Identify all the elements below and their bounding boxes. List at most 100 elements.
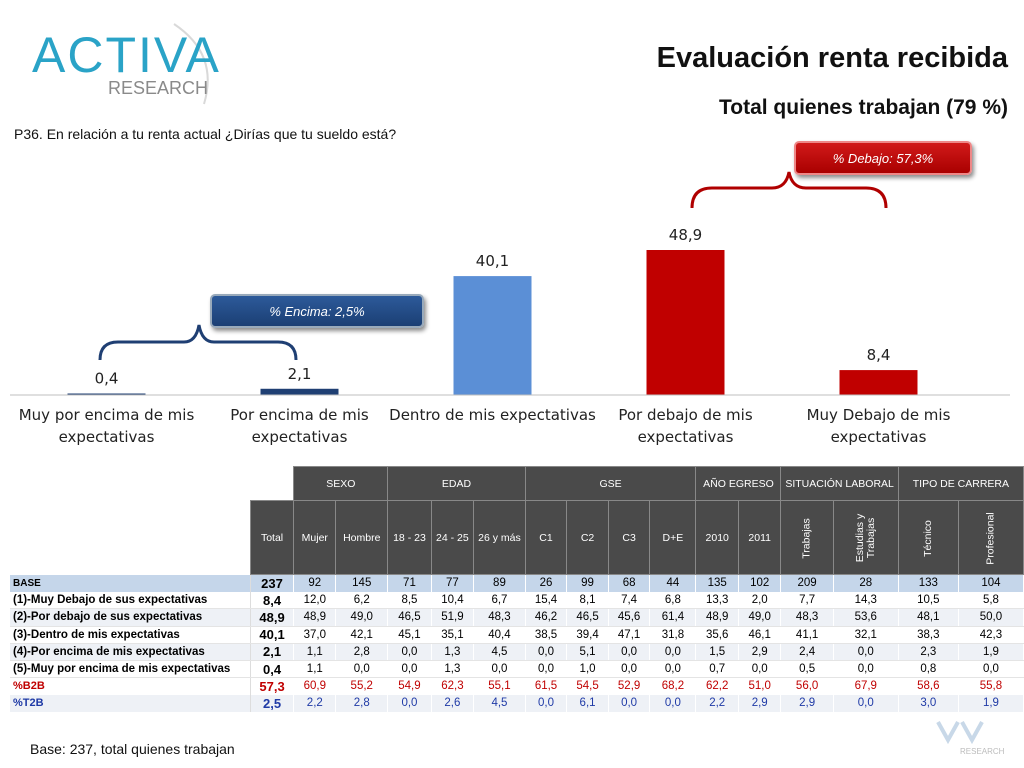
table-cell: 62,3 xyxy=(431,677,475,695)
bar-4 xyxy=(646,250,725,395)
group-header-5: SITUACIÓN LABORAL xyxy=(780,466,899,501)
table-cell: 6,1 xyxy=(566,694,609,712)
total-cell: 57,3 xyxy=(250,677,295,695)
table-cell: 32,1 xyxy=(833,626,899,644)
table-cell: 35,1 xyxy=(431,626,475,644)
table-cell: 6,2 xyxy=(335,591,389,610)
column-header-text-13: Trabajas xyxy=(800,517,813,559)
table-cell: 31,8 xyxy=(649,626,697,644)
table-cell: 41,1 xyxy=(780,626,834,644)
page-subtitle: Total quienes trabajan (79 %) xyxy=(718,96,1008,119)
table-cell: 48,3 xyxy=(473,608,526,627)
total-cell: 2,1 xyxy=(250,643,295,661)
group-header-3: GSE xyxy=(524,466,697,501)
table-cell: 1,0 xyxy=(566,660,609,679)
table-cell: 56,0 xyxy=(780,677,834,695)
table-cell: 58,6 xyxy=(898,677,959,695)
table-row: (3)-Dentro de mis expectativas 40,1 37,0 42… xyxy=(10,626,1024,644)
column-header-text-16: Profesional xyxy=(984,511,997,565)
logo-sub-text: RESEARCH xyxy=(108,78,208,98)
header-blank-cell-2 xyxy=(10,500,251,575)
activa-research-logo: ACTIVA RESEARCH xyxy=(32,23,221,105)
header-blank-cell xyxy=(10,466,251,501)
table-cell: 48,9 xyxy=(293,608,337,627)
row-label: %B2B xyxy=(10,677,251,695)
table-cell: 2,4 xyxy=(780,643,834,661)
table-cell: 37,0 xyxy=(293,626,337,644)
table-cell: 49,0 xyxy=(335,608,389,627)
category-label-5-line-1: Muy Debajo de mis xyxy=(807,406,951,424)
table-cell: 47,1 xyxy=(608,626,651,644)
column-header-10: D+E xyxy=(649,500,697,575)
bar-2 xyxy=(260,388,339,395)
column-header-6: 26 y más xyxy=(473,500,526,575)
table-cell: 10,5 xyxy=(898,591,959,610)
table-cell: 55,1 xyxy=(473,677,526,695)
row-label: BASE xyxy=(10,574,251,592)
table-cell: 145 xyxy=(335,574,389,592)
column-header-14: Estudias y Trabajas xyxy=(832,500,899,575)
table-cell: 35,6 xyxy=(695,626,739,644)
total-cell: 2,5 xyxy=(250,694,295,712)
table-cell: 51,0 xyxy=(738,677,782,695)
table-cell: 0,0 xyxy=(833,660,899,679)
total-cell: 0,4 xyxy=(250,660,295,679)
table-cell: 38,3 xyxy=(898,626,959,644)
column-header-13: Trabajas xyxy=(780,500,834,575)
table-cell: 61,4 xyxy=(649,608,697,627)
table-cell: 46,5 xyxy=(566,608,609,627)
base-note: Base: 237, total quienes trabajan xyxy=(30,741,235,757)
table-group-header-row: SEXO EDAD GSE AÑO EGRESO SITUACIÓN LABORAL TI… xyxy=(10,466,1024,501)
table-cell: 0,0 xyxy=(608,643,651,661)
table-cell: 46,5 xyxy=(387,608,432,627)
column-header-8: C2 xyxy=(566,500,609,575)
logo-main-text: ACTIVA xyxy=(32,27,221,83)
table-cell: 0,0 xyxy=(387,643,432,661)
table-cell: 2,6 xyxy=(431,694,475,712)
column-header-3: Hombre xyxy=(335,500,389,575)
table-cell: 5,1 xyxy=(566,643,609,661)
table-cell: 2,8 xyxy=(335,643,389,661)
table-cell: 38,5 xyxy=(525,626,568,644)
table-cell: 0,0 xyxy=(833,694,899,712)
total-cell: 8,4 xyxy=(250,591,295,610)
total-cell: 237 xyxy=(250,574,295,592)
table-cell: 67,9 xyxy=(833,677,899,695)
table-cell: 0,0 xyxy=(525,643,568,661)
table-cell: 2,0 xyxy=(738,591,782,610)
table-cell: 92 xyxy=(293,574,337,592)
row-label: (4)-Por encima de mis expectativas xyxy=(10,643,251,661)
table-cell: 55,8 xyxy=(958,677,1024,695)
table-cell: 99 xyxy=(566,574,609,592)
table-cell: 0,0 xyxy=(738,660,782,679)
category-label-1-line-2: expectativas xyxy=(59,428,155,446)
table-cell: 1,9 xyxy=(958,694,1024,712)
watermark-logo: RESEARCH xyxy=(936,721,1004,756)
table-cell: 51,9 xyxy=(431,608,475,627)
table-cell: 60,9 xyxy=(293,677,337,695)
value-label-4: 48,9 xyxy=(669,226,702,244)
table-cell: 0,0 xyxy=(958,660,1024,679)
category-label-1-line-1: Muy por encima de mis xyxy=(19,406,195,424)
group-header-6: TIPO DE CARRERA xyxy=(897,466,1024,501)
table-cell: 52,9 xyxy=(608,677,651,695)
table-cell: 28 xyxy=(833,574,899,592)
table-cell: 0,0 xyxy=(525,694,568,712)
table-column-header-row: Total Mujer Hombre 18 - 23 24 - 25 26 y más C1… xyxy=(10,500,1024,575)
table-cell: 135 xyxy=(695,574,739,592)
table-cell: 61,5 xyxy=(525,677,568,695)
column-header-16: Profesional xyxy=(957,500,1024,575)
column-header-2: Mujer xyxy=(293,500,337,575)
table-cell: 3,0 xyxy=(898,694,959,712)
table-cell: 68 xyxy=(608,574,651,592)
table-cell: 1,5 xyxy=(695,643,739,661)
table-cell: 54,9 xyxy=(387,677,432,695)
table-cell: 0,0 xyxy=(608,694,651,712)
table-cell: 62,2 xyxy=(695,677,739,695)
crosstab-table: SEXO EDAD GSE AÑO EGRESO SITUACIÓN LABORAL TI… xyxy=(10,466,1024,712)
table-cell: 46,2 xyxy=(525,608,568,627)
table-cell: 77 xyxy=(431,574,475,592)
category-label-2-line-2: expectativas xyxy=(252,428,348,446)
table-cell: 42,3 xyxy=(958,626,1024,644)
table-cell: 89 xyxy=(473,574,526,592)
